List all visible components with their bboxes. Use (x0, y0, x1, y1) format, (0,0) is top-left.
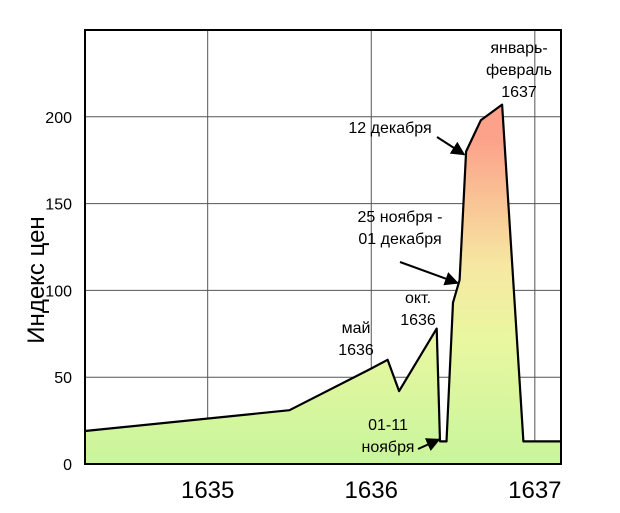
annotation-text: 12 декабря (348, 120, 431, 137)
annotation-text: январь- (490, 40, 547, 57)
price-area (85, 104, 561, 464)
annotation-text: 25 ноября - (358, 209, 443, 226)
y-tick-label: 150 (45, 197, 72, 214)
grid-lines (85, 30, 561, 464)
annotation-arrow (417, 438, 441, 451)
annotation-arrow (436, 136, 466, 156)
price-line (84, 103, 561, 443)
annotation-text: 1636 (338, 342, 374, 359)
y-tick-label: 100 (45, 283, 72, 300)
annotation: 25 ноября - 01 декабря (358, 209, 459, 286)
annotation-text: 1636 (400, 312, 436, 329)
y-tick-label: 50 (54, 370, 72, 387)
annotation: 01-11 ноября (362, 417, 441, 456)
annotation-arrow (399, 261, 459, 286)
annotation: 12 декабря (348, 120, 466, 156)
annotation-text: май (342, 320, 371, 337)
plot-frame (84, 29, 562, 465)
annotation: окт. 1636 (400, 290, 436, 329)
x-axis-ticks: 1635 1636 1637 (181, 477, 562, 504)
annotation: май 1636 (338, 320, 374, 359)
y-axis-ticks: 0 50 100 150 200 (45, 110, 72, 474)
annotation-text: ноября (362, 439, 415, 456)
y-tick-label: 200 (45, 110, 72, 127)
annotation: январь-февраль 1637 (486, 40, 552, 101)
annotation-text: 01 декабря (358, 231, 441, 248)
annotation-text: февраль (486, 62, 552, 79)
annotations: январь-февраль 1637 12 декабря 25 ноября - 0… (338, 40, 552, 456)
annotation-text: 01-11 (368, 417, 408, 434)
annotation-text: 1637 (501, 84, 537, 101)
annotation-text: окт. (405, 290, 431, 307)
y-tick-label: 0 (63, 457, 72, 474)
y-axis-label: Индекс цен (23, 216, 50, 343)
x-tick-label: 1637 (508, 477, 561, 504)
x-tick-label: 1635 (181, 477, 234, 504)
x-tick-label: 1636 (345, 477, 398, 504)
